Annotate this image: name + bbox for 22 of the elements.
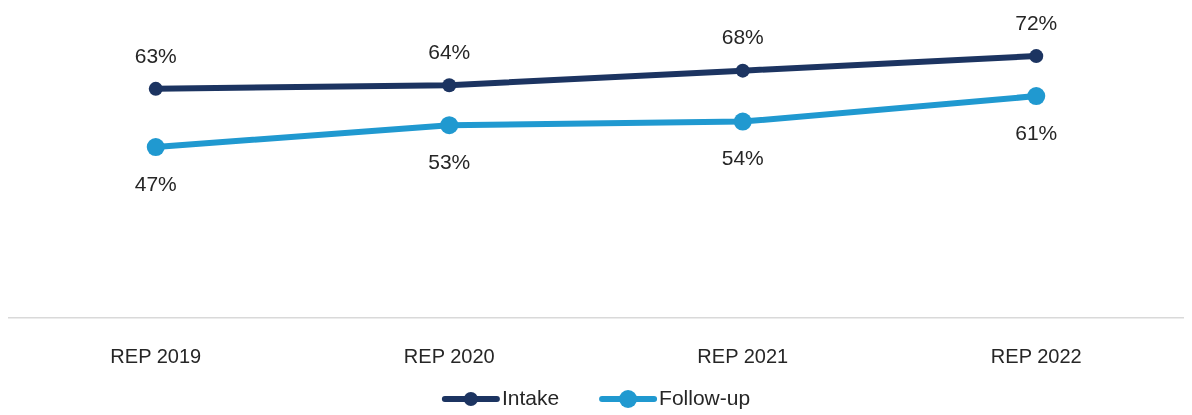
data-label: 54% [721,146,764,170]
x-tick-label: REP 2021 [697,344,789,367]
point [733,112,752,131]
data-label: 47% [134,171,177,195]
point [1027,87,1046,106]
point [735,63,750,78]
data-label: 53% [428,150,471,174]
legend-label: Intake [501,385,560,409]
point [440,116,459,135]
data-label: 68% [721,25,764,49]
legend-label: Follow-up [659,385,751,409]
x-tick-label: REP 2022 [990,344,1082,367]
x-tick-label: REP 2020 [403,344,495,367]
x-tick-label: REP 2019 [110,344,202,367]
point [146,138,165,157]
data-label: 72% [1015,10,1058,34]
point [442,78,457,93]
point [148,81,163,96]
data-label: 61% [1015,120,1058,144]
data-label: 64% [428,40,471,63]
data-label: 63% [134,43,177,67]
point [1029,49,1044,64]
